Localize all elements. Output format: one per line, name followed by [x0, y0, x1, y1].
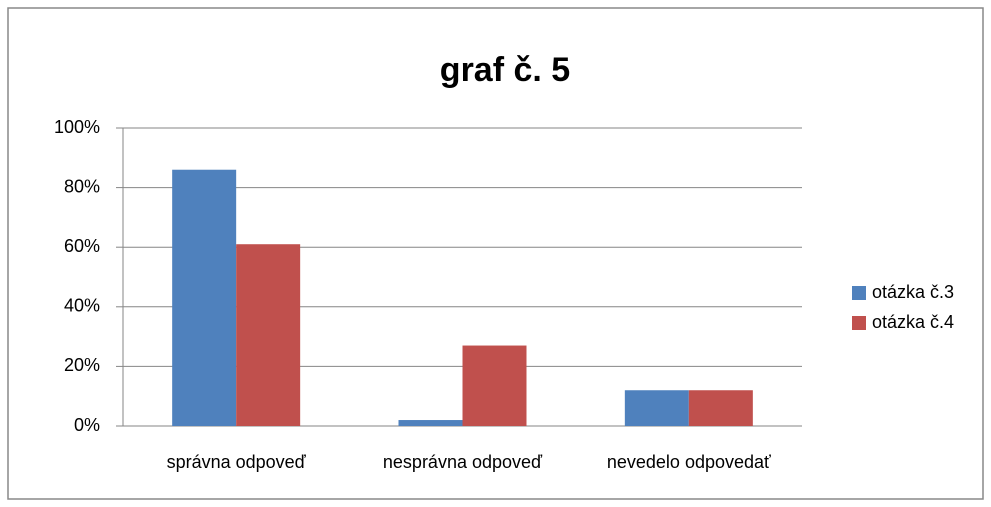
- chart-title: graf č. 5: [440, 51, 570, 89]
- bar: [462, 345, 527, 426]
- legend-swatch: [852, 316, 866, 330]
- bar: [688, 390, 753, 426]
- y-tick-label: 0%: [74, 415, 100, 435]
- x-tick-label: správna odpoveď: [167, 452, 307, 472]
- y-tick-label: 20%: [64, 355, 100, 375]
- bar: [172, 169, 237, 426]
- legend-label: otázka č.3: [872, 282, 954, 302]
- y-tick-label: 100%: [54, 117, 100, 137]
- bar: [624, 390, 689, 426]
- y-tick-label: 40%: [64, 296, 100, 316]
- legend-swatch: [852, 286, 866, 300]
- x-tick-label: nesprávna odpoveď: [383, 452, 543, 472]
- x-tick-label: nevedelo odpovedať: [607, 452, 771, 472]
- bar: [236, 244, 301, 426]
- bar: [398, 420, 463, 426]
- y-tick-label: 80%: [64, 176, 100, 196]
- y-tick-label: 60%: [64, 236, 100, 256]
- legend-label: otázka č.4: [872, 312, 954, 332]
